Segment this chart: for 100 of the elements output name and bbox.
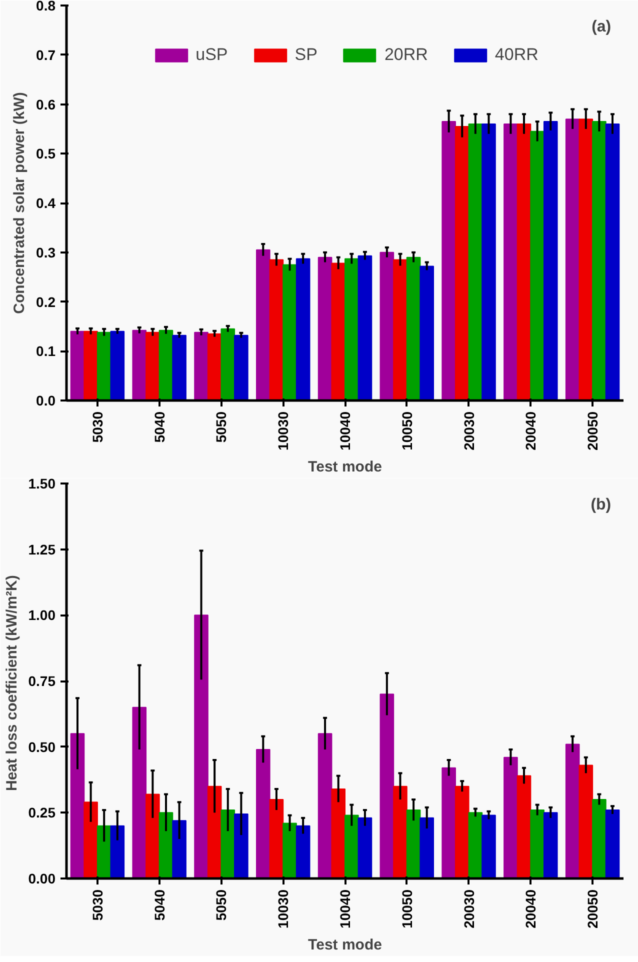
- y-tick-label: 0.3: [36, 244, 56, 260]
- y-tick-label: 0.0: [36, 392, 56, 408]
- bar: [406, 256, 421, 400]
- bar: [420, 817, 434, 878]
- legend-label: SP: [294, 45, 318, 65]
- bar: [380, 252, 394, 400]
- bar: [592, 121, 606, 400]
- y-tick-label: 0.7: [36, 46, 56, 63]
- bar: [220, 328, 236, 400]
- x-tick-label: 20030: [460, 889, 477, 928]
- bar: [146, 794, 160, 878]
- y-tick-label: 0.75: [28, 673, 56, 689]
- bar: [132, 706, 147, 878]
- x-tick-label: 5050: [213, 889, 230, 921]
- y-axis-title: Heat loss coefficient (kW/m²K): [3, 575, 20, 792]
- bar: [282, 822, 297, 878]
- bar: [543, 812, 558, 878]
- x-tick-label: 20050: [584, 411, 601, 450]
- bar: [504, 756, 518, 878]
- bar: [194, 614, 208, 878]
- bar: [592, 799, 606, 878]
- bar: [110, 330, 125, 400]
- bar: [234, 334, 248, 400]
- x-tick-label: 5050: [213, 411, 230, 443]
- bar: [256, 249, 270, 400]
- bar: [530, 810, 544, 878]
- x-tick-label: 10030: [275, 889, 292, 928]
- x-tick-label: 10040: [337, 411, 353, 450]
- bar: [318, 256, 332, 400]
- y-tick-label: 0.4: [36, 195, 56, 211]
- bar: [442, 121, 456, 400]
- x-tick-label: 10050: [398, 889, 415, 928]
- y-tick-label: 1.00: [28, 607, 56, 624]
- bar: [543, 121, 558, 400]
- y-tick-label: 0.50: [28, 738, 56, 755]
- bar: [565, 118, 580, 400]
- bar: [344, 258, 359, 400]
- bar: [296, 258, 310, 400]
- bar: [172, 820, 186, 878]
- bar: [420, 266, 434, 400]
- annotation: (b): [590, 496, 612, 514]
- bar: [468, 124, 483, 400]
- y-tick-label: 0.2: [36, 294, 56, 310]
- bar: [578, 118, 594, 400]
- bar: [172, 334, 186, 400]
- bar: [504, 124, 518, 400]
- x-tick-label: 5040: [151, 889, 168, 921]
- y-axis-title: Concentrated solar power (kW): [11, 92, 28, 314]
- bar: [442, 767, 456, 878]
- bar: [565, 744, 580, 878]
- bar: [482, 814, 496, 878]
- legend-label: 40RR: [494, 45, 538, 65]
- bar: [578, 764, 594, 878]
- bar: [331, 262, 346, 400]
- bar: [110, 825, 125, 878]
- bar: [318, 733, 332, 878]
- bar: [132, 330, 147, 400]
- legend-label: uSP: [196, 45, 228, 65]
- y-tick-label: 0.00: [28, 870, 56, 886]
- bar: [358, 817, 372, 878]
- bar: [530, 130, 544, 400]
- bar: [331, 788, 346, 878]
- x-tick-label: 20040: [522, 411, 539, 450]
- bar: [282, 264, 297, 400]
- x-tick-label: 5030: [89, 411, 106, 443]
- bar: [84, 330, 98, 400]
- bar: [146, 332, 160, 400]
- x-tick-label: 10050: [398, 411, 415, 450]
- annotation: (a): [592, 18, 612, 36]
- bar: [393, 786, 408, 878]
- x-tick-label: 10040: [337, 889, 353, 928]
- x-tick-label: 10030: [275, 411, 292, 450]
- bar: [269, 259, 284, 400]
- bar: [234, 813, 248, 878]
- bar: [84, 802, 98, 878]
- bar: [296, 825, 310, 878]
- bar: [358, 255, 372, 400]
- bar: [256, 748, 270, 878]
- x-tick-label: 5040: [151, 411, 168, 443]
- y-tick-label: 0.1: [36, 343, 56, 360]
- bar: [344, 814, 359, 878]
- bar: [454, 126, 470, 400]
- bar: [393, 259, 408, 400]
- y-tick-label: 1.25: [28, 541, 56, 558]
- y-tick-label: 0.25: [28, 804, 56, 821]
- x-tick-label: 20030: [460, 411, 477, 450]
- bar: [96, 332, 112, 400]
- x-tick-label: 20050: [584, 889, 601, 928]
- bar: [605, 810, 620, 878]
- bar: [70, 733, 85, 878]
- y-tick-label: 0.8: [36, 0, 56, 14]
- y-tick-label: 1.50: [28, 476, 56, 492]
- bar: [454, 786, 470, 878]
- bar: [269, 799, 284, 878]
- legend-label: 20RR: [384, 45, 428, 65]
- bar: [516, 775, 532, 878]
- x-tick-label: 20040: [522, 889, 539, 928]
- bar: [194, 332, 208, 400]
- bar: [605, 124, 620, 400]
- x-axis-title: Test mode: [308, 458, 382, 476]
